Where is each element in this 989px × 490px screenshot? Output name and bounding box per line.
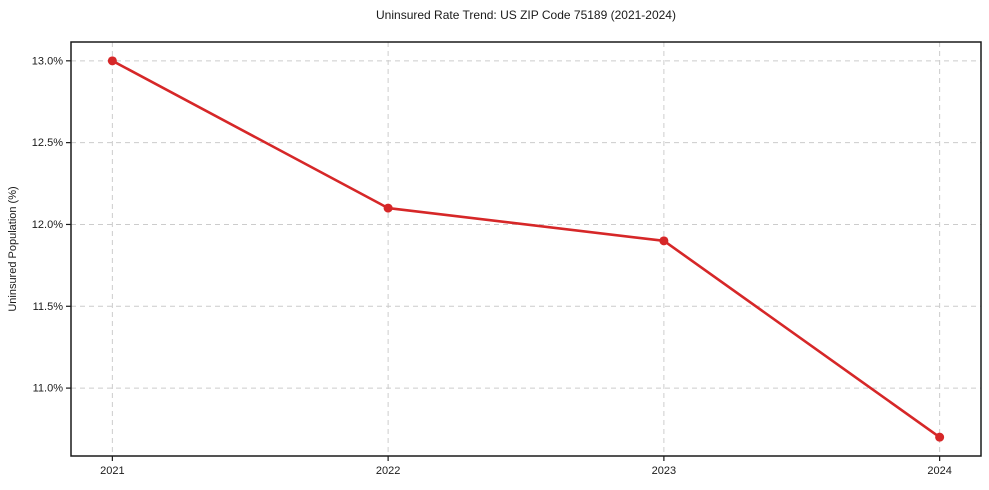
x-tick-label: 2024	[927, 465, 951, 477]
plot-border	[70, 41, 982, 457]
x-tick-label: 2023	[652, 465, 676, 477]
data-point-2024	[935, 432, 945, 442]
chart-title: Uninsured Rate Trend: US ZIP Code 75189 …	[376, 8, 676, 22]
trend-line	[111, 59, 941, 439]
y-tick-label: 11.0%	[33, 383, 64, 395]
y-tick-label: 13.0%	[32, 55, 63, 67]
y-tick-label: 12.0%	[32, 219, 63, 231]
y-tick-label: 12.5%	[32, 137, 63, 149]
x-tick-label: 2022	[376, 465, 400, 477]
y-tick-label: 11.5%	[33, 301, 64, 313]
data-point-2021	[107, 56, 117, 66]
x-tick-label: 2021	[100, 465, 124, 477]
data-point-2023	[659, 236, 669, 246]
data-point-2022	[383, 203, 393, 213]
